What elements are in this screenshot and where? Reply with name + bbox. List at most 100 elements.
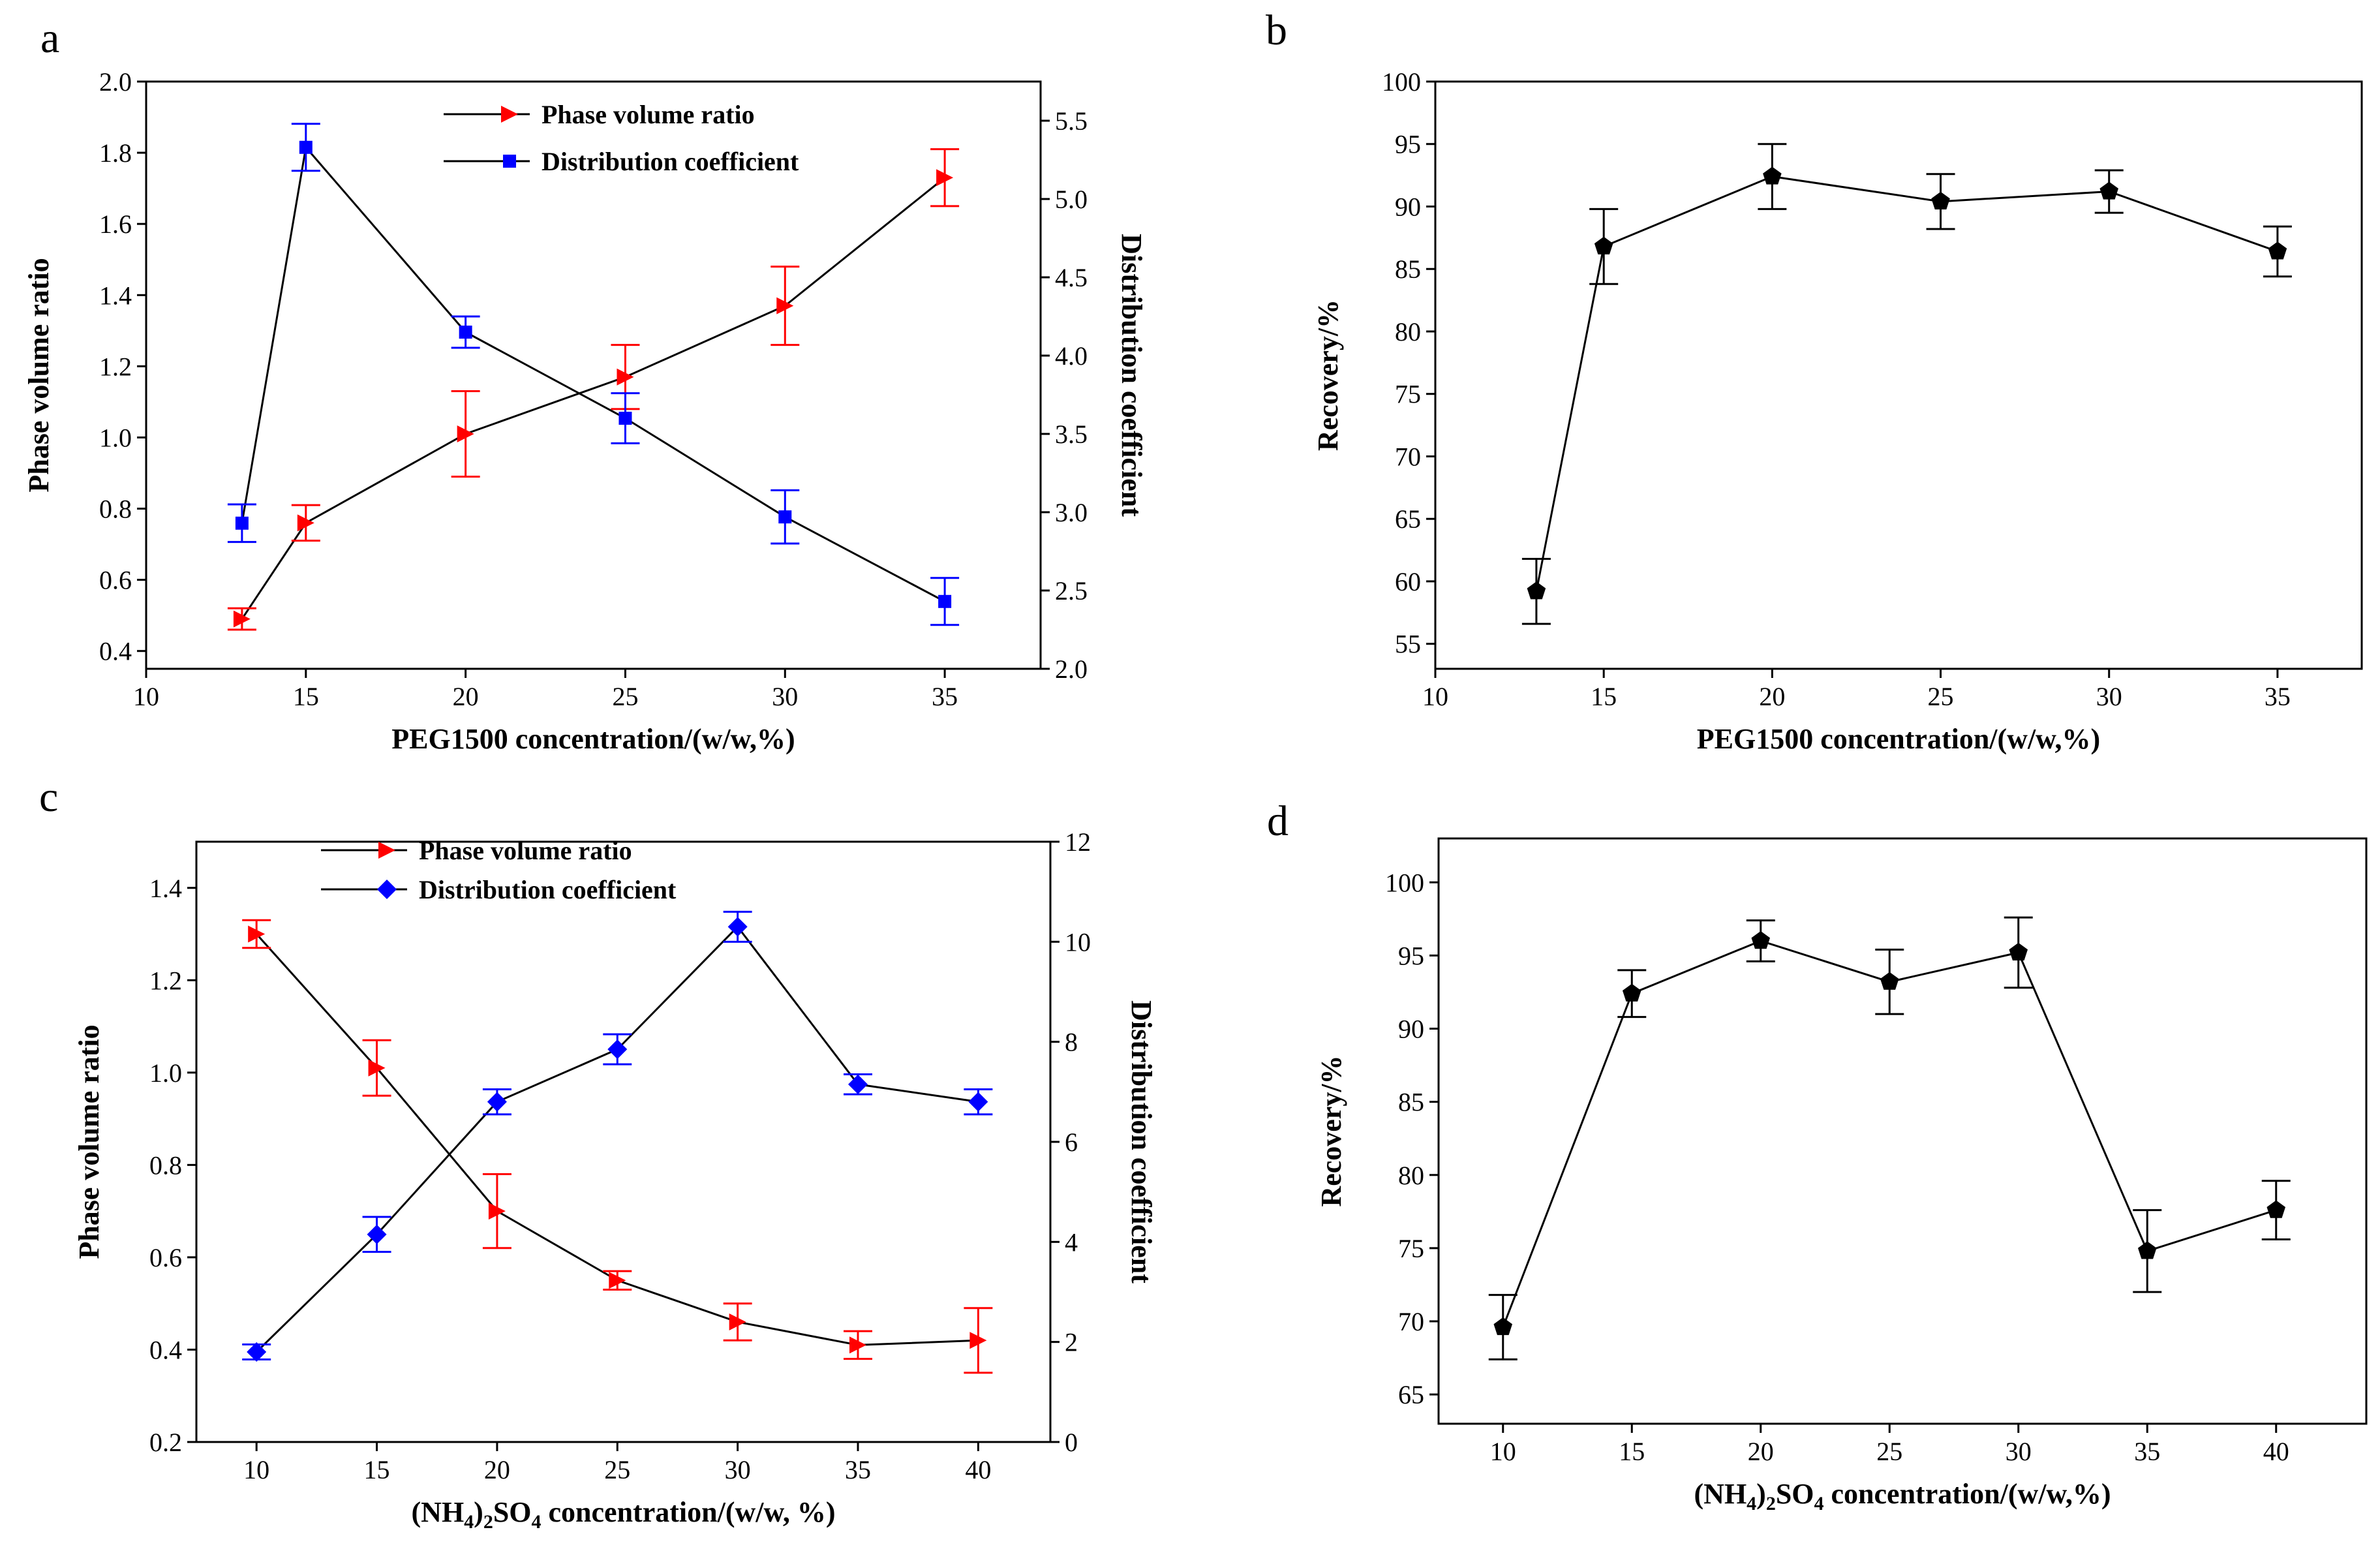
y-tick-label: 90 — [1398, 1015, 1424, 1044]
data-point — [727, 917, 748, 937]
x-tick-label: 30 — [2096, 682, 2122, 711]
chart-panel-d: 10 15 20 25 30 35 4065707580859095100(NH4)2SO4… — [1315, 837, 2368, 1514]
x-axis-label-part: (NH — [412, 1496, 465, 1528]
data-point — [1594, 236, 1613, 254]
x-axis-label-part: ) — [474, 1496, 483, 1528]
y-tick-label: 0.6 — [149, 1243, 182, 1272]
data-point — [2266, 1200, 2286, 1218]
x-axis-label-part: 4 — [464, 1511, 474, 1533]
data-point — [617, 368, 634, 386]
y-tick-label: 0.6 — [99, 566, 132, 595]
legend-label: Distribution coefficient — [542, 147, 799, 176]
y-tick-label: 85 — [1395, 254, 1421, 284]
series-phase-volume-ratio — [242, 919, 993, 1374]
x-tick-label: 20 — [484, 1455, 510, 1484]
y-tick-label: 70 — [1395, 442, 1421, 471]
data-point — [235, 516, 249, 530]
data-point — [1763, 166, 1782, 185]
data-point — [367, 1224, 387, 1244]
y-tick-label: 1.8 — [99, 138, 132, 168]
y2-tick-label: 6 — [1065, 1127, 1078, 1157]
y-tick-label: 95 — [1398, 941, 1424, 970]
data-point — [609, 1272, 626, 1289]
y-tick-label: 75 — [1398, 1234, 1424, 1263]
data-point — [459, 326, 472, 339]
y-tick-label: 1.4 — [149, 874, 182, 903]
y2-tick-label: 4.0 — [1055, 341, 1088, 371]
panel-letter-d: d — [1267, 797, 1289, 845]
data-point — [618, 412, 632, 425]
plot-frame — [1437, 837, 2368, 1425]
data-point — [729, 1313, 746, 1330]
x-axis-label-part: (NH — [1694, 1478, 1747, 1510]
data-point — [936, 169, 954, 187]
y2-tick-label: 2 — [1065, 1328, 1078, 1357]
x-tick-label: 25 — [1876, 1437, 1902, 1466]
y-axis-label: Recovery/% — [1315, 1055, 1347, 1206]
x-tick-label: 35 — [2265, 682, 2291, 711]
x-axis-label-part: concentration/(w/w,%) — [1824, 1478, 2111, 1510]
x-axis-label-part: 4 — [1747, 1493, 1756, 1514]
x-tick-label: 25 — [1928, 682, 1954, 711]
legend-label: Distribution coefficient — [419, 875, 677, 904]
y-axis-label: Phase volume ratio — [73, 1024, 105, 1259]
x-axis-label: PEG1500 concentration/(w/w,%) — [391, 723, 795, 755]
data-point — [1751, 930, 1771, 949]
y-tick-label: 0.4 — [99, 637, 132, 666]
y-tick-label: 1.2 — [149, 966, 182, 995]
data-point — [1527, 581, 1546, 600]
data-point — [938, 594, 952, 608]
y-tick-label: 100 — [1382, 67, 1421, 97]
y-axis-label: Recovery/% — [1312, 299, 1344, 451]
x-tick-label: 40 — [965, 1455, 991, 1484]
y2-tick-label: 5.5 — [1055, 106, 1088, 136]
chart-panel-c: 10 15 20 25 30 35 400.20.40.60.81.01.21.402468… — [73, 827, 1157, 1533]
x-tick-label: 30 — [772, 682, 798, 711]
legend-marker — [501, 106, 518, 123]
x-tick-label: 35 — [845, 1455, 871, 1484]
data-point — [848, 1074, 868, 1094]
x-axis-label: (NH4)2SO4 concentration/(w/w,%) — [1694, 1478, 2111, 1514]
data-point — [248, 925, 266, 943]
y2-tick-label: 4 — [1065, 1227, 1078, 1257]
y-tick-label: 1.0 — [99, 423, 132, 452]
legend: Phase volume ratio Distribution coefficie… — [444, 100, 799, 176]
data-point — [233, 610, 251, 628]
y-tick-label: 60 — [1395, 567, 1421, 596]
data-point — [968, 1092, 988, 1112]
x-tick-label: 10 — [133, 682, 159, 711]
x-tick-label: 10 — [243, 1455, 269, 1484]
x-tick-label: 40 — [2263, 1437, 2289, 1466]
y-tick-label: 70 — [1398, 1307, 1424, 1336]
chart-panel-a: 10 15 20 25 30 35 0.4 0.6 0.8 1.0 1.2 1.4 1.6 1.8 2.0 2… — [23, 67, 1148, 755]
x-tick-label: 25 — [612, 682, 638, 711]
series-line — [241, 145, 945, 603]
plot-frame — [195, 840, 1052, 1443]
series-line — [241, 177, 946, 620]
data-point — [607, 1039, 628, 1060]
chart-panel-b: 10 15 20 25 30 35 55 60 65 70 75 80 85 90 95 100 PEG1500… — [1312, 67, 2363, 755]
x-tick-label: 20 — [1759, 682, 1785, 711]
y2-tick-label: 2.5 — [1055, 576, 1088, 606]
x-axis-label: PEG1500 concentration/(w/w,%) — [1697, 723, 2100, 755]
series-recovery — [1521, 143, 2292, 625]
y-tick-label: 95 — [1395, 130, 1421, 159]
data-point — [488, 1203, 506, 1220]
y-tick-label: 55 — [1395, 630, 1421, 659]
y2-tick-label: 0 — [1065, 1428, 1078, 1457]
data-point — [2137, 1241, 2157, 1259]
y-tick-label: 80 — [1398, 1161, 1424, 1190]
y-tick-label: 0.8 — [99, 495, 132, 524]
data-point — [849, 1336, 867, 1354]
x-axis-label-part: SO — [1776, 1478, 1814, 1510]
y2-tick-label: 3.0 — [1055, 498, 1088, 527]
y-tick-label: 1.6 — [99, 209, 132, 239]
y-tick-label: 0.8 — [149, 1150, 182, 1180]
x-tick-label: 35 — [2134, 1437, 2160, 1466]
x-tick-label: 25 — [604, 1455, 630, 1484]
panel-letter-a: a — [40, 14, 59, 62]
y2-tick-label: 5.0 — [1055, 185, 1088, 214]
series-line — [1535, 175, 2278, 592]
y-tick-label: 100 — [1385, 868, 1424, 897]
y2-tick-label: 3.5 — [1055, 420, 1088, 449]
